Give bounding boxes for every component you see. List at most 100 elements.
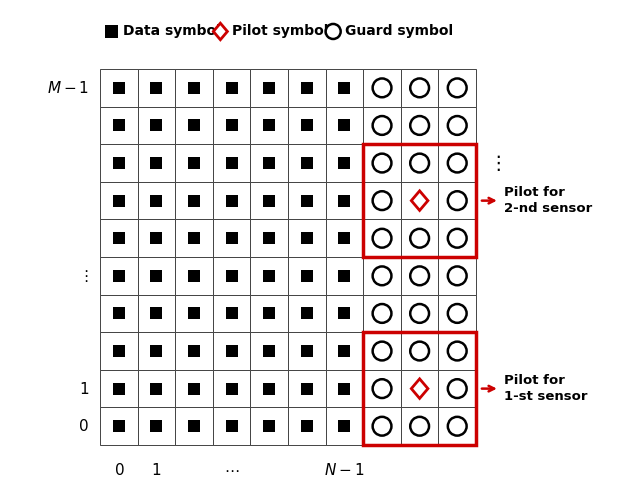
Bar <box>100 408 138 445</box>
Bar <box>250 219 288 257</box>
Bar <box>438 257 476 295</box>
Bar <box>301 157 313 169</box>
Bar <box>364 332 476 445</box>
Circle shape <box>410 266 429 285</box>
Bar <box>113 82 125 94</box>
Circle shape <box>410 116 429 135</box>
Circle shape <box>372 379 392 398</box>
Bar <box>288 106 326 144</box>
Circle shape <box>372 417 392 436</box>
Bar <box>100 370 138 408</box>
Bar <box>226 307 237 319</box>
Bar <box>175 408 213 445</box>
Bar <box>213 69 250 106</box>
Bar <box>226 82 237 94</box>
Bar <box>100 69 138 106</box>
Bar <box>401 408 438 445</box>
Bar <box>364 370 401 408</box>
Bar <box>263 157 275 169</box>
Bar <box>100 106 138 144</box>
Polygon shape <box>412 191 428 211</box>
Bar <box>288 219 326 257</box>
Bar <box>263 383 275 394</box>
Bar <box>188 232 200 244</box>
Bar <box>150 82 163 94</box>
Bar <box>113 420 125 432</box>
Bar <box>250 182 288 219</box>
Bar <box>339 157 351 169</box>
Bar <box>326 370 364 408</box>
Bar <box>100 182 138 219</box>
Circle shape <box>372 229 392 248</box>
Bar <box>438 219 476 257</box>
Bar <box>339 345 351 357</box>
Bar <box>438 370 476 408</box>
Bar <box>288 182 326 219</box>
Bar <box>213 332 250 370</box>
Bar <box>175 69 213 106</box>
Bar <box>301 420 313 432</box>
Bar <box>226 383 237 394</box>
Bar <box>188 157 200 169</box>
Bar <box>401 219 438 257</box>
Bar <box>100 257 138 295</box>
Bar <box>364 144 476 257</box>
Bar <box>364 295 401 332</box>
Bar <box>175 370 213 408</box>
Bar <box>364 69 401 106</box>
Bar <box>401 370 438 408</box>
Bar <box>401 106 438 144</box>
Circle shape <box>448 191 467 210</box>
Bar <box>263 307 275 319</box>
Bar <box>339 270 351 282</box>
Text: Guard symbol: Guard symbol <box>345 25 453 38</box>
Bar <box>326 332 364 370</box>
Bar <box>100 219 138 257</box>
Bar <box>326 408 364 445</box>
Text: $0$: $0$ <box>78 418 89 434</box>
Bar <box>113 270 125 282</box>
Bar <box>104 25 118 38</box>
Bar <box>100 144 138 182</box>
Bar <box>263 420 275 432</box>
Bar <box>175 332 213 370</box>
Bar <box>150 383 163 394</box>
Text: Data symbol: Data symbol <box>124 25 221 38</box>
Bar <box>138 332 175 370</box>
Bar <box>301 345 313 357</box>
Bar <box>213 182 250 219</box>
Bar <box>301 307 313 319</box>
Bar <box>288 370 326 408</box>
Bar <box>438 295 476 332</box>
Circle shape <box>448 342 467 361</box>
Bar <box>226 157 237 169</box>
Bar <box>326 106 364 144</box>
Bar <box>138 106 175 144</box>
Bar <box>326 144 364 182</box>
Bar <box>401 332 438 370</box>
Circle shape <box>372 191 392 210</box>
Circle shape <box>410 153 429 172</box>
Bar <box>288 408 326 445</box>
Bar <box>364 257 401 295</box>
Bar <box>113 195 125 207</box>
Bar <box>150 232 163 244</box>
Bar <box>113 345 125 357</box>
Bar <box>301 195 313 207</box>
Bar <box>326 257 364 295</box>
Bar <box>150 270 163 282</box>
Bar <box>250 408 288 445</box>
Bar <box>138 408 175 445</box>
Bar <box>188 383 200 394</box>
Bar <box>188 120 200 132</box>
Bar <box>263 195 275 207</box>
Text: $\vdots$: $\vdots$ <box>488 153 501 173</box>
Bar <box>364 182 401 219</box>
Bar <box>138 144 175 182</box>
Bar <box>339 383 351 394</box>
Bar <box>339 120 351 132</box>
Bar <box>438 106 476 144</box>
Bar <box>339 420 351 432</box>
Circle shape <box>372 78 392 97</box>
Bar <box>364 219 401 257</box>
